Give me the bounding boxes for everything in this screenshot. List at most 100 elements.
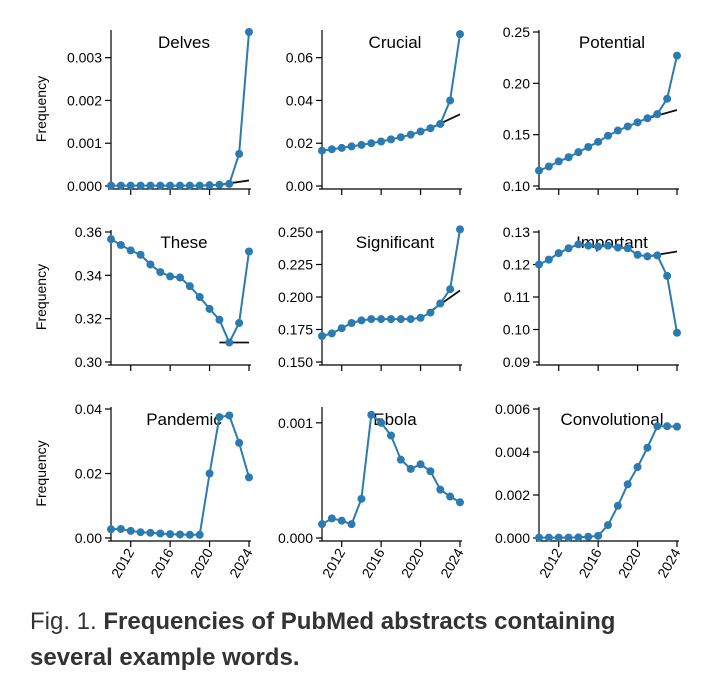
panel-ebola-point <box>377 418 386 427</box>
panel-crucial-point <box>367 139 376 148</box>
panel-significant-point <box>337 324 346 333</box>
panel-crucial-point <box>436 119 445 128</box>
panel-crucial-point <box>327 145 336 154</box>
panel-potential-point <box>653 110 662 119</box>
panel-pandemic-xtick-label: 2012 <box>108 545 138 580</box>
panel-convolutional-point <box>564 533 573 542</box>
panel-pandemic-point <box>185 530 194 539</box>
panel-convolutional-xtick-label: 2012 <box>536 545 566 580</box>
panel-ebola-point <box>337 516 346 525</box>
panel-these-ytick-label: 0.36 <box>75 224 102 240</box>
panel-pandemic-point <box>235 438 244 447</box>
panel-crucial-point <box>446 96 455 105</box>
panel-significant-point <box>396 315 405 324</box>
panel-important-ytick-label: 0.10 <box>503 322 530 338</box>
panel-pandemic-point <box>126 526 135 535</box>
panel-these-point <box>126 246 135 255</box>
panel-convolutional-point <box>584 532 593 541</box>
panel-important-point <box>535 260 543 269</box>
panel-potential-ytick-label: 0.25 <box>503 24 530 40</box>
caption-label: Fig. 1. <box>30 608 97 635</box>
panel-these-point <box>195 293 204 301</box>
panel-potential-ytick-label: 0.10 <box>503 178 530 194</box>
panel-convolutional-point <box>544 533 553 542</box>
panel-ebola-point <box>357 494 366 503</box>
panel-important-point <box>604 241 612 250</box>
panel-potential-point <box>633 118 642 127</box>
panel-important-point <box>643 252 652 261</box>
panel-important-point <box>653 251 662 260</box>
panel-pandemic-ytick-label: 0.02 <box>75 466 102 482</box>
panel-ebola-ytick-label: 0.000 <box>278 530 313 546</box>
panel-potential-point <box>535 166 543 175</box>
panel-convolutional-point <box>673 422 681 431</box>
panel-these-ytick-label: 0.34 <box>75 267 102 283</box>
panel-ebola-xtick-label: 2016 <box>358 545 388 580</box>
panel-potential-point <box>673 51 681 60</box>
panel-convolutional-point <box>663 422 672 431</box>
panel-pandemic-xtick-label: 2024 <box>226 545 256 580</box>
panel-significant-point <box>387 315 395 324</box>
panel-these-point <box>176 273 184 282</box>
panel-ebola-point <box>426 467 435 476</box>
panel-these-point <box>205 304 214 313</box>
panel-these-point <box>107 235 115 244</box>
panel-potential-point <box>544 162 553 171</box>
panel-significant-point <box>406 315 415 324</box>
panel-delves-point <box>166 181 175 190</box>
panel-important-ytick-label: 0.13 <box>503 224 530 240</box>
panel-ebola-xtick-label: 2020 <box>398 545 428 580</box>
panel-delves-point <box>215 180 224 189</box>
panel-crucial-ytick-label: 0.00 <box>286 178 313 194</box>
panel-potential-point <box>604 131 612 140</box>
panel-convolutional-ytick-label: 0.000 <box>495 530 530 546</box>
panel-these-point <box>245 247 253 256</box>
panel-crucial-point <box>406 130 415 139</box>
panel-crucial-ytick-label: 0.02 <box>286 135 313 151</box>
panel-crucial-point <box>456 30 464 39</box>
panel-delves-point <box>126 181 135 190</box>
panel-convolutional-xtick-label: 2016 <box>575 545 605 580</box>
panel-significant-point <box>357 316 366 325</box>
panel-pandemic-point <box>107 525 115 534</box>
panel-significant-point <box>446 285 455 294</box>
panel-delves-point <box>116 181 125 190</box>
panel-crucial-point <box>387 135 395 144</box>
panel-ebola-point <box>327 514 336 523</box>
panel-pandemic-ytick-label: 0.00 <box>75 530 102 546</box>
panel-pandemic-point <box>176 530 184 539</box>
panel-pandemic-point <box>146 528 155 537</box>
panel-these-point <box>185 282 194 291</box>
panel-important-point <box>613 243 622 252</box>
panel-potential-point <box>584 142 593 151</box>
panel-important-point <box>564 244 573 253</box>
panel-potential-point <box>554 157 563 166</box>
panel-these-ylabel: Frequency <box>33 264 49 330</box>
panel-pandemic-point <box>245 473 253 482</box>
panel-significant-point <box>367 315 376 324</box>
panel-important-point <box>663 271 672 280</box>
panel-convolutional-ytick-label: 0.006 <box>495 401 530 417</box>
panel-important-point <box>544 255 553 264</box>
panel-pandemic-ytick-label: 0.04 <box>75 401 102 417</box>
panel-these-title: These <box>160 233 207 252</box>
panel-significant-point <box>436 299 445 308</box>
panel-potential-title: Potential <box>579 33 645 52</box>
panel-these-series-line <box>110 238 250 345</box>
panel-delves-point <box>136 181 145 190</box>
panel-delves-point <box>245 28 253 36</box>
panel-ebola-series-line <box>321 412 461 526</box>
panel-crucial-point <box>416 127 425 136</box>
panel-these-point <box>136 250 145 259</box>
panel-important-point <box>554 249 563 258</box>
panel-delves-ytick-label: 0.001 <box>67 135 102 151</box>
panel-delves-ylabel: Frequency <box>33 76 49 142</box>
panel-pandemic-series-line <box>110 414 250 536</box>
panel-delves-point <box>176 181 184 190</box>
panel-pandemic-point <box>225 411 234 420</box>
panel-pandemic-point <box>156 529 165 538</box>
panel-convolutional-point <box>604 521 612 530</box>
panel-these-point <box>116 241 125 249</box>
panel-significant-point <box>426 308 435 317</box>
panel-convolutional-point <box>623 480 632 489</box>
